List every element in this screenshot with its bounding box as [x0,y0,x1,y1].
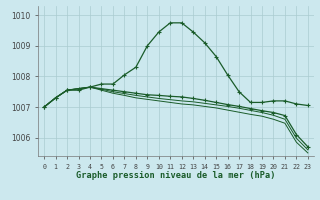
X-axis label: Graphe pression niveau de la mer (hPa): Graphe pression niveau de la mer (hPa) [76,171,276,180]
